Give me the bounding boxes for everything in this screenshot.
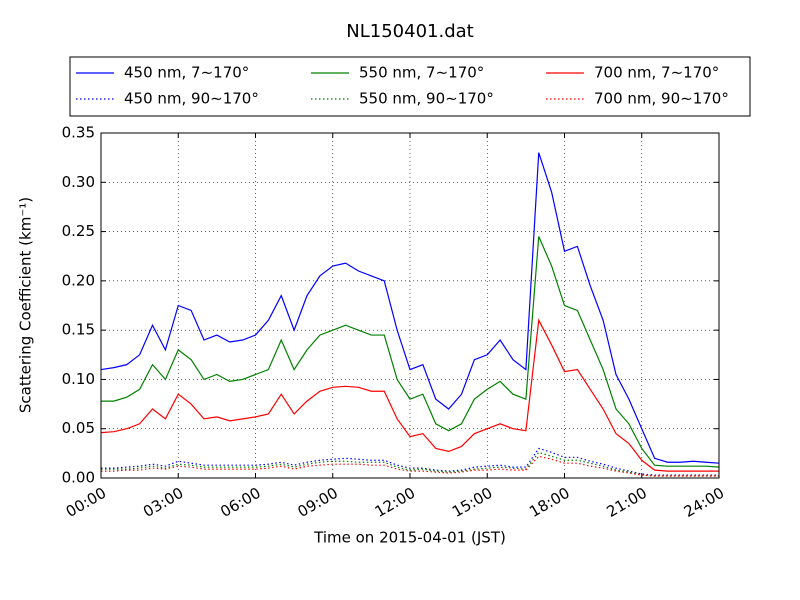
legend-box xyxy=(69,56,751,117)
data-line xyxy=(100,318,719,472)
legend-label: 450 nm, 7∼170° xyxy=(124,64,249,82)
legend-label: 700 nm, 7∼170° xyxy=(594,64,719,82)
x-axis-label: Time on 2015-04-01 (JST) xyxy=(313,529,506,547)
chart-title: NL150401.dat xyxy=(346,21,473,42)
y-tick-label: 0.35 xyxy=(62,124,95,142)
y-tick-label: 0.00 xyxy=(62,469,95,487)
y-tick-label: 0.10 xyxy=(62,370,95,388)
legend-label: 700 nm, 90∼170° xyxy=(594,90,729,108)
legend-label: 450 nm, 90∼170° xyxy=(124,90,259,108)
y-tick-label: 0.20 xyxy=(62,271,95,289)
y-tick-label: 0.30 xyxy=(62,173,95,191)
y-tick-label: 0.25 xyxy=(62,222,95,240)
y-tick-label: 0.15 xyxy=(62,321,95,339)
y-tick-label: 0.05 xyxy=(62,419,95,437)
plot-frame xyxy=(100,132,720,479)
data-line xyxy=(101,236,720,468)
legend-label: 550 nm, 90∼170° xyxy=(359,90,494,108)
data-line xyxy=(100,152,720,464)
data-line xyxy=(101,451,719,477)
legend-label: 550 nm, 7∼170° xyxy=(359,64,484,82)
data-line xyxy=(101,447,719,476)
y-axis-label: Scattering Coefficient (km⁻¹) xyxy=(17,197,35,413)
